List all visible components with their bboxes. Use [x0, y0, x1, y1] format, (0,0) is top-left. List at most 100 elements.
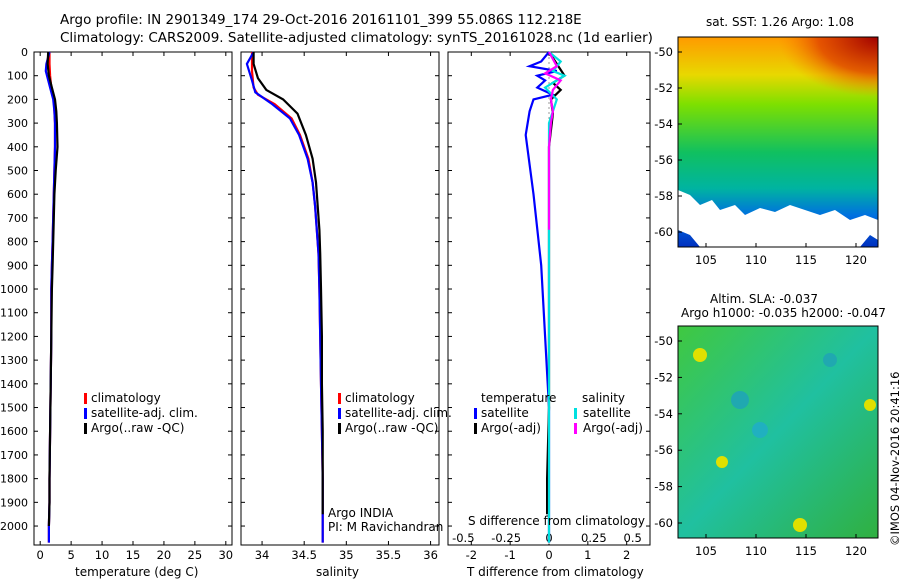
temperature-panel: 0100200300400500600700800900100011001200… [0, 46, 233, 562]
copyright-stamp: ©IMOS 04-Nov-2016 20:41:16 [888, 371, 900, 546]
sla-xtick-label: 115 [795, 544, 817, 558]
plot-frame [240, 51, 440, 546]
legend-swatch-argo [338, 423, 341, 434]
sst-xtick-label: 105 [695, 253, 717, 267]
diff-legend-temp-argo: Argo(-adj) [481, 421, 541, 435]
x-tick-label: 0 [37, 548, 44, 562]
x-tick-label: 1 [584, 548, 591, 562]
depth-tick-label: 500 [7, 165, 28, 178]
x-tick-label: 20 [157, 548, 172, 562]
temp-legend-argo: Argo(..raw -QC) [91, 421, 185, 435]
sal-legend-clim: climatology [345, 391, 415, 405]
sal-xlabel: salinity [316, 565, 360, 579]
temp-legend-sat: satellite-adj. clim. [91, 406, 198, 420]
sla-ytick-label: -50 [654, 334, 673, 348]
depth-tick-label: 0 [21, 46, 28, 59]
depth-tick-label: 1000 [0, 283, 28, 296]
temp-xlabel: temperature (deg C) [75, 565, 199, 579]
x-tick-label: 36 [423, 548, 438, 562]
sla-xtick-label: 105 [695, 544, 717, 558]
depth-tick-label: 1200 [0, 330, 28, 343]
depth-tick-label: 900 [7, 259, 28, 272]
x-tick-label: 15 [126, 548, 141, 562]
legend-swatch-argo [474, 423, 477, 434]
depth-tick-label: 1300 [0, 354, 28, 367]
sst-ytick-label: -56 [654, 153, 673, 167]
legend-swatch-sat [474, 408, 477, 419]
sst-ytick-label: -60 [654, 225, 673, 239]
sla-map-image [678, 326, 878, 538]
sst-xtick-label: 115 [795, 253, 817, 267]
series-line-argo [46, 51, 59, 527]
sla-map [677, 325, 879, 539]
depth-tick-label: 1900 [0, 496, 28, 509]
depth-tick-label: 800 [7, 236, 28, 249]
depth-tick-label: 1700 [0, 449, 28, 462]
depth-tick-label: 2000 [0, 520, 28, 533]
x-tick-label: 35 [339, 548, 354, 562]
diff-legend-sal-header: salinity [582, 391, 626, 405]
sla-ytick-label: -52 [654, 370, 673, 384]
legend-swatch-sal_argo [574, 423, 577, 434]
diff-xlabel-bottom: T difference from climatology [467, 565, 644, 579]
sst-xtick-label: 110 [745, 253, 767, 267]
depth-tick-label: 300 [7, 117, 28, 130]
x-tick-label: 2 [623, 548, 630, 562]
sla-ytick-label: -56 [654, 443, 673, 457]
sst-map-nodata [678, 190, 878, 247]
sla-ytick-label: -54 [654, 407, 673, 421]
x-tick-top-label: 0.25 [581, 531, 607, 545]
temp-legend-clim: climatology [91, 391, 161, 405]
legend-swatch-clim [84, 393, 87, 404]
x-tick-label: 30 [218, 548, 233, 562]
sst-map [677, 36, 879, 248]
depth-tick-label: 1600 [0, 425, 28, 438]
sst-map-title: sat. SST: 1.26 Argo: 1.08 [706, 15, 855, 29]
sla-xtick-label: 110 [745, 544, 767, 558]
x-tick-label: 0 [545, 548, 552, 562]
depth-tick-label: 400 [7, 141, 28, 154]
depth-tick-label: 1400 [0, 378, 28, 391]
x-tick-top-label: -0.25 [491, 531, 521, 545]
depth-tick-label: 1800 [0, 473, 28, 486]
sal-legend-argo: Argo(..raw -QC) [345, 421, 439, 435]
depth-tick-label: 100 [7, 70, 28, 83]
plot-frame [33, 51, 233, 546]
diff-legend-sal-argo: Argo(-adj) [583, 421, 643, 435]
x-tick-top-label: 0.5 [624, 531, 642, 545]
sla-map-title-2: Argo h1000: -0.035 h2000: -0.047 [681, 306, 886, 320]
x-tick-label: 34 [255, 548, 270, 562]
sst-ytick-label: -58 [654, 189, 673, 203]
x-tick-label: -2 [466, 548, 477, 562]
sst-ytick-label: -50 [654, 45, 673, 59]
depth-tick-label: 1500 [0, 402, 28, 415]
x-tick-label: 10 [95, 548, 110, 562]
argo-pi: PI: M Ravichandran [328, 520, 444, 534]
title-line-2: Climatology: CARS2009. Satellite-adjuste… [60, 30, 653, 46]
legend-swatch-sat [84, 408, 87, 419]
diff-legend-temp-sat: satellite [481, 406, 529, 420]
depth-tick-label: 600 [7, 188, 28, 201]
sst-ytick-label: -54 [654, 117, 673, 131]
depth-tick-label: 700 [7, 212, 28, 225]
x-tick-label: 35.5 [376, 548, 402, 562]
diff-legend-sal-sat: satellite [583, 406, 631, 420]
x-tick-label: 25 [188, 548, 203, 562]
series-line-argo [252, 52, 324, 515]
series-line-sal_argo [542, 51, 563, 230]
x-tick-label: -1 [504, 548, 515, 562]
sla-ytick-label: -60 [654, 516, 673, 530]
x-tick-label: 34.5 [291, 548, 317, 562]
sla-ytick-label: -58 [654, 480, 673, 494]
series-line-sat [524, 51, 558, 543]
depth-tick-label: 200 [7, 93, 28, 106]
sst-ytick-label: -52 [654, 81, 673, 95]
legend-swatch-clim [338, 393, 341, 404]
diff-legend-temp-header: temperature [481, 391, 557, 405]
x-tick-top-label: -0.5 [452, 531, 474, 545]
legend-swatch-sal_sat [574, 408, 577, 419]
diff-xlabel-top: S difference from climatology [468, 514, 645, 528]
title-line-1: Argo profile: IN 2901349_174 29-Oct-2016… [60, 12, 582, 28]
sla-map-title-1: Altim. SLA: -0.037 [710, 292, 819, 306]
